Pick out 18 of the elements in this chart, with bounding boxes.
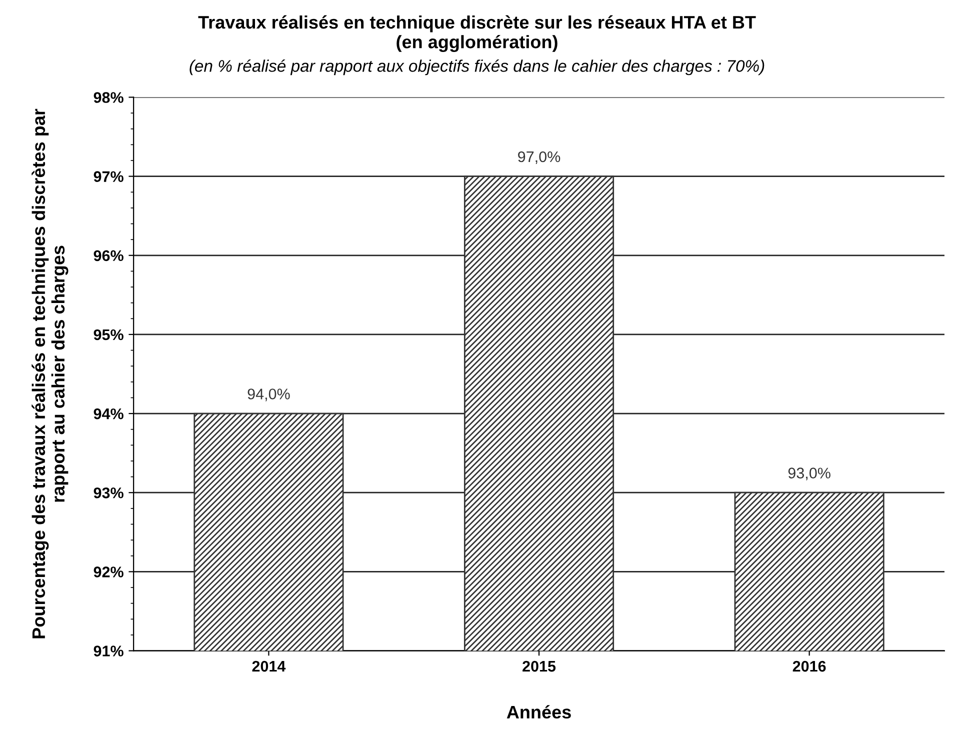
y-tick-label: 97%	[94, 171, 124, 182]
x-tick-label: 2015	[522, 660, 556, 672]
y-tick-label: 94%	[94, 408, 124, 420]
y-tick-label: 91%	[94, 646, 124, 656]
data-label: 93,0%	[788, 468, 830, 480]
y-tick-label: 98%	[94, 92, 124, 103]
y-tick-label: 95%	[94, 329, 124, 340]
chart-subtitle: (en % réalisé par rapport aux objectifs fixés dans le cahier des charges : 70%)	[190, 59, 764, 76]
y-tick-label: 92%	[94, 566, 124, 578]
y-tick-label: 93%	[94, 487, 124, 498]
x-tick-label: 2016	[792, 660, 826, 672]
x-axis-title: Années	[506, 705, 571, 719]
data-label: 97,0%	[518, 151, 560, 164]
y-axis-title: Pourcentage des travaux réalisés en techniques discrètes par rapport au cahier des charges	[32, 108, 68, 638]
y-tick-label: 96%	[94, 250, 124, 262]
x-tick-label: 2014	[252, 660, 286, 672]
chart-title: Travaux réalisés en technique discrète sur les réseaux HTA et BT (en agglomération)	[198, 15, 756, 52]
data-label: 94,0%	[248, 388, 290, 402]
